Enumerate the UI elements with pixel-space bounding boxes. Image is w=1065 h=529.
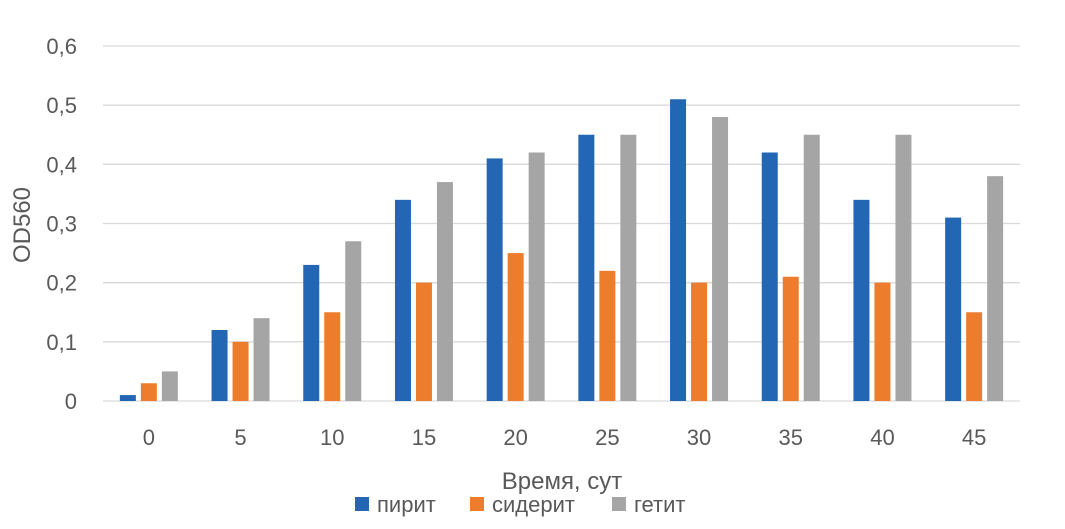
y-tick-label: 0,3 xyxy=(46,212,77,237)
bar-гетит-20 xyxy=(528,152,545,401)
bar-гетит-30 xyxy=(712,117,729,401)
legend-label: сидерит xyxy=(492,492,575,517)
x-tick-label: 30 xyxy=(687,425,711,450)
bar-гетит-5 xyxy=(253,318,270,401)
legend-label: пирит xyxy=(377,492,436,517)
bar-сидерит-20 xyxy=(507,253,524,401)
y-tick-label: 0 xyxy=(65,389,77,414)
bar-пирит-10 xyxy=(303,264,320,401)
x-tick-label: 20 xyxy=(503,425,527,450)
y-tick-label: 0,6 xyxy=(46,34,77,59)
bar-гетит-0 xyxy=(161,371,178,401)
bar-гетит-10 xyxy=(345,241,362,401)
bar-пирит-40 xyxy=(853,199,870,401)
x-tick-label: 15 xyxy=(412,425,436,450)
bar-сидерит-30 xyxy=(691,282,708,401)
x-tick-label: 0 xyxy=(143,425,155,450)
x-tick-label: 40 xyxy=(870,425,894,450)
bar-пирит-15 xyxy=(394,199,411,401)
bar-сидерит-25 xyxy=(599,270,616,401)
bar-гетит-35 xyxy=(803,134,820,401)
legend-swatch xyxy=(355,497,369,511)
y-axis-tick-labels: 0 0,1 0,2 0,3 0,4 0,5 0,6 xyxy=(46,34,77,414)
bar-сидерит-40 xyxy=(874,282,891,401)
bar-пирит-0 xyxy=(119,395,136,401)
bar-сидерит-0 xyxy=(140,383,157,401)
y-tick-label: 0,5 xyxy=(46,93,77,118)
legend: пирит сидерит гетит xyxy=(355,492,686,517)
bar-пирит-35 xyxy=(761,152,778,401)
legend-label: гетит xyxy=(634,492,686,517)
bar-сидерит-45 xyxy=(966,312,983,401)
y-tick-label: 0,4 xyxy=(46,152,77,177)
x-tick-label: 45 xyxy=(962,425,986,450)
x-axis-title: Время, сут xyxy=(502,468,623,495)
y-axis-title: OD560 xyxy=(9,187,36,263)
bar-пирит-5 xyxy=(211,330,228,401)
bar-сидерит-5 xyxy=(232,341,249,401)
bar-пирит-20 xyxy=(486,158,503,401)
bar-пирит-45 xyxy=(945,217,962,401)
bar-сидерит-15 xyxy=(415,282,432,401)
bar-сидерит-10 xyxy=(324,312,341,401)
bar-гетит-40 xyxy=(895,134,912,401)
x-tick-label: 25 xyxy=(595,425,619,450)
x-axis-tick-labels: 0 5 10 15 20 25 30 35 40 45 xyxy=(143,425,987,450)
bar-гетит-15 xyxy=(436,182,453,401)
bar-пирит-30 xyxy=(670,99,687,401)
bars xyxy=(119,99,1004,401)
x-tick-label: 10 xyxy=(320,425,344,450)
legend-swatch xyxy=(612,497,626,511)
bar-гетит-45 xyxy=(987,176,1004,401)
bar-пирит-25 xyxy=(578,134,595,401)
bar-сидерит-35 xyxy=(782,276,799,401)
legend-swatch xyxy=(470,497,484,511)
x-tick-label: 35 xyxy=(779,425,803,450)
x-tick-label: 5 xyxy=(234,425,246,450)
y-tick-label: 0,1 xyxy=(46,330,77,355)
bar-гетит-25 xyxy=(620,134,637,401)
y-tick-label: 0,2 xyxy=(46,271,77,296)
